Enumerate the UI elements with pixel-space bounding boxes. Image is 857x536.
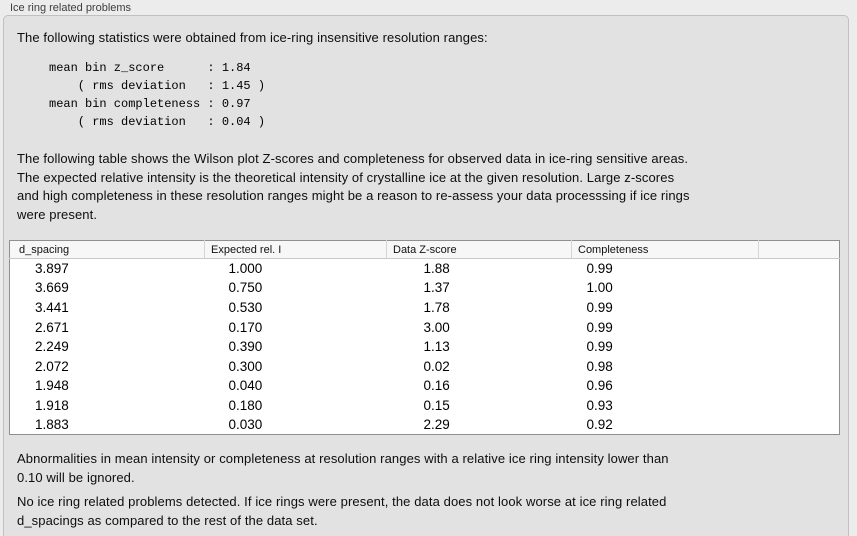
column-header-completeness[interactable]: Completeness bbox=[571, 240, 759, 259]
table-cell-empty bbox=[759, 298, 840, 318]
table-cell: 0.180 bbox=[228, 397, 263, 413]
column-header-data-z-score[interactable]: Data Z-score bbox=[386, 240, 572, 259]
table-cell: 1.13 bbox=[423, 339, 450, 355]
table-cell-empty bbox=[759, 337, 840, 357]
table-row[interactable]: 2.249 0.390 1.13 0.99 bbox=[10, 337, 840, 357]
intro-text: The following statistics were obtained f… bbox=[17, 30, 488, 45]
ice-ring-table: d_spacing Expected rel. I Data Z-score Comp… bbox=[9, 240, 840, 436]
table-row[interactable]: 1.883 0.030 2.29 0.92 bbox=[10, 415, 840, 435]
table-row[interactable]: 2.072 0.300 0.02 0.98 bbox=[10, 356, 840, 376]
table-cell: 0.16 bbox=[423, 378, 450, 394]
table-row[interactable]: 3.669 0.750 1.37 1.00 bbox=[10, 278, 840, 298]
table-cell: 3.669 bbox=[35, 280, 69, 296]
table-cell: 0.530 bbox=[228, 299, 263, 315]
table-cell: 2.671 bbox=[35, 319, 69, 335]
table-cell: 0.390 bbox=[228, 339, 263, 355]
table-row[interactable]: 1.948 0.040 0.16 0.96 bbox=[10, 376, 840, 396]
table-cell: 1.918 bbox=[35, 397, 69, 413]
table-cell: 2.249 bbox=[35, 339, 69, 355]
table-cell: 0.99 bbox=[586, 319, 613, 335]
table-cell: 2.072 bbox=[35, 358, 69, 374]
table-cell: 1.000 bbox=[228, 261, 263, 277]
table-cell: 0.02 bbox=[423, 358, 450, 374]
table-cell: 3.441 bbox=[35, 299, 69, 315]
table-cell: 0.98 bbox=[586, 358, 613, 374]
table-description-text: The following table shows the Wilson plo… bbox=[17, 151, 690, 222]
table-cell-empty bbox=[759, 415, 840, 435]
table-cell: 1.88 bbox=[423, 261, 450, 277]
table-cell: 0.93 bbox=[586, 397, 613, 413]
table-row[interactable]: 2.671 0.170 3.00 0.99 bbox=[10, 317, 840, 337]
table-row[interactable]: 3.897 1.000 1.88 0.99 bbox=[10, 259, 840, 279]
table-cell-empty bbox=[759, 317, 840, 337]
table-row[interactable]: 1.918 0.180 0.15 0.93 bbox=[10, 396, 840, 416]
table-header-row: d_spacing Expected rel. I Data Z-score Comp… bbox=[9, 240, 840, 259]
table-cell: 0.15 bbox=[423, 397, 450, 413]
ice-ring-statistics-block: mean bin z_score : 1.84 ( rms deviation … bbox=[49, 61, 266, 129]
column-header-blank[interactable] bbox=[758, 240, 840, 259]
table-cell: 3.897 bbox=[35, 261, 69, 277]
table-cell-empty bbox=[759, 278, 840, 298]
table-cell-empty bbox=[759, 396, 840, 416]
table-cell: 0.040 bbox=[228, 378, 263, 394]
table-row[interactable]: 3.441 0.530 1.78 0.99 bbox=[10, 298, 840, 318]
conclusion-text: No ice ring related problems detected. I… bbox=[17, 494, 667, 528]
table-cell: 2.29 bbox=[423, 417, 450, 433]
column-header-d-spacing[interactable]: d_spacing bbox=[9, 240, 205, 259]
table-cell: 0.92 bbox=[586, 417, 613, 433]
table-cell-empty bbox=[759, 356, 840, 376]
table-cell: 1.37 bbox=[423, 280, 450, 296]
table-cell: 0.750 bbox=[228, 280, 263, 296]
ice-ring-table-container: d_spacing Expected rel. I Data Z-score Comp… bbox=[9, 240, 840, 436]
table-cell: 0.300 bbox=[228, 358, 263, 374]
table-cell: 0.99 bbox=[586, 299, 613, 315]
ignore-note-text: Abnormalities in mean intensity or compl… bbox=[17, 451, 669, 485]
table-cell: 1.78 bbox=[423, 299, 450, 315]
table-cell: 0.99 bbox=[586, 339, 613, 355]
table-cell: 0.99 bbox=[586, 261, 613, 277]
table-cell-empty bbox=[759, 376, 840, 396]
table-cell: 1.883 bbox=[35, 417, 69, 433]
table-cell: 0.96 bbox=[586, 378, 613, 394]
group-box: The following statistics were obtained f… bbox=[3, 15, 849, 536]
table-cell: 0.170 bbox=[228, 319, 263, 335]
column-header-expected-rel-i[interactable]: Expected rel. I bbox=[204, 240, 387, 259]
table-cell: 1.00 bbox=[586, 280, 613, 296]
table-cell-empty bbox=[759, 259, 840, 279]
group-box-title: Ice ring related problems bbox=[10, 2, 132, 14]
table-cell: 0.030 bbox=[228, 417, 263, 433]
table-cell: 3.00 bbox=[423, 319, 450, 335]
table-cell: 1.948 bbox=[35, 378, 69, 394]
